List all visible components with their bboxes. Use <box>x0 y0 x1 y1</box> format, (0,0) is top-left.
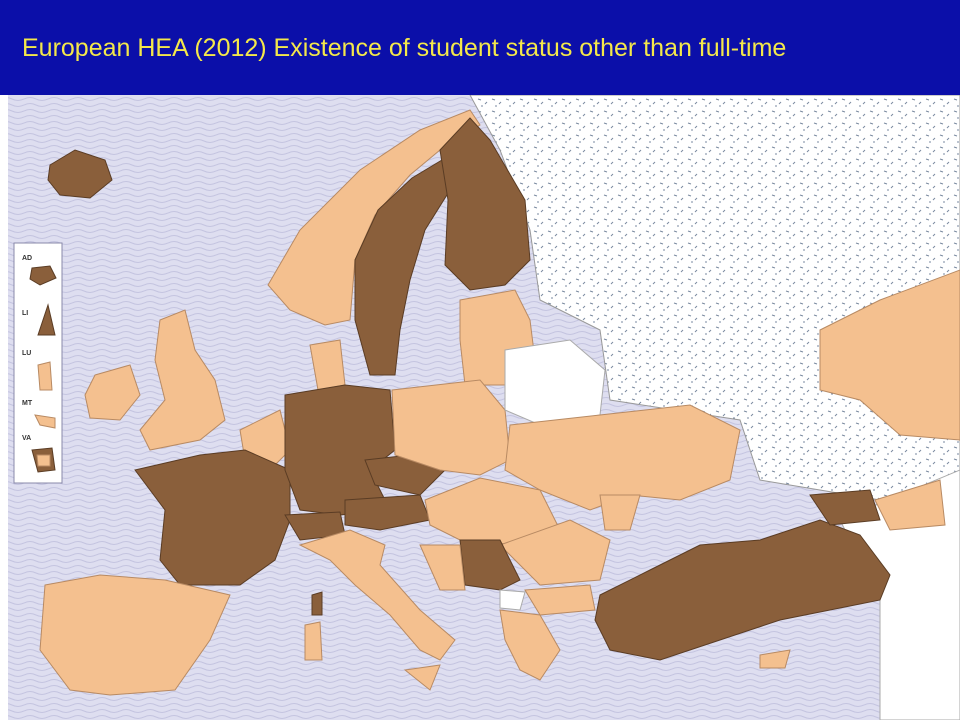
margin <box>0 95 8 720</box>
kazakhstan <box>819 269 960 441</box>
sardinia <box>304 621 323 661</box>
inset-shape <box>37 361 53 391</box>
france <box>134 449 291 586</box>
inset-shape <box>37 303 56 336</box>
ireland <box>84 364 141 421</box>
inset-label: MT <box>22 400 33 407</box>
inset-label: LI <box>22 310 28 317</box>
georgia <box>809 489 881 526</box>
poland <box>391 379 511 476</box>
turkey <box>594 519 891 661</box>
inset-shape <box>34 414 56 429</box>
germany <box>284 384 396 516</box>
italy <box>298 529 456 661</box>
serbia <box>459 539 521 591</box>
norway <box>267 109 481 326</box>
sicily <box>403 664 441 691</box>
sweden <box>354 159 451 376</box>
bosnia <box>419 544 466 591</box>
cyprus <box>759 649 791 669</box>
bulgaria <box>524 584 596 616</box>
moldova <box>599 494 641 531</box>
inset-label: LU <box>22 350 31 357</box>
romania <box>499 519 611 586</box>
inset-box <box>13 242 63 484</box>
austria <box>344 494 431 531</box>
header: European HEA (2012) Existence of student… <box>0 0 960 95</box>
kosovo <box>499 589 526 611</box>
russia <box>469 95 960 720</box>
map: AD LI LU MT VA <box>0 95 960 720</box>
inset-label: VA <box>22 435 31 442</box>
corsica <box>311 591 323 616</box>
ukraine <box>504 404 741 511</box>
inset-label: AD <box>22 255 32 262</box>
armenia-azerbaijan <box>874 479 946 531</box>
finland <box>439 117 531 291</box>
uk <box>139 309 226 451</box>
title: European HEA (2012) Existence of student… <box>22 34 787 62</box>
inset-shape <box>36 454 51 467</box>
iceland <box>47 149 113 199</box>
iberia <box>39 574 231 696</box>
inset-shape <box>29 265 57 286</box>
greece <box>499 609 561 681</box>
